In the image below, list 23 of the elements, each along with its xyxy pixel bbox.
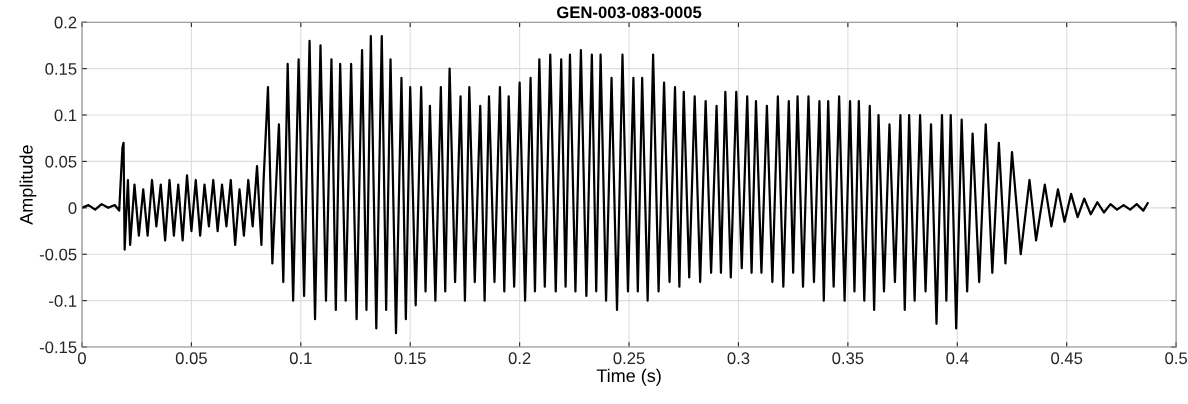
x-tick-label: 0.2 — [508, 352, 531, 365]
y-tick-label: 0.15 — [45, 63, 77, 75]
x-axis-title: Time (s) — [596, 368, 661, 386]
y-tick-label: 0 — [68, 202, 77, 215]
y-axis-title: Amplitude — [19, 145, 37, 225]
x-tick-label: 0.5 — [1165, 352, 1188, 365]
x-tick-label: 0.05 — [175, 352, 207, 365]
y-tick-label: 0.1 — [54, 109, 77, 122]
line-series — [81, 35, 1149, 335]
x-tick-label: 0.45 — [1051, 352, 1083, 365]
y-tick-label: -0.1 — [49, 295, 77, 307]
x-tick-label: 0.3 — [727, 352, 750, 365]
y-tick-label: -0.05 — [39, 248, 77, 261]
x-tick-label: 0.4 — [946, 352, 969, 365]
x-tick-label: 0.1 — [289, 352, 312, 365]
x-tick-label: 0 — [77, 352, 86, 365]
x-tick-label: 0.35 — [832, 352, 864, 365]
x-tick-label: 0.25 — [613, 352, 645, 365]
y-tick-label: 0.05 — [45, 155, 77, 168]
y-tick-label: -0.15 — [39, 341, 77, 354]
chart-title: GEN-003-083-0005 — [557, 6, 702, 19]
x-tick-label: 0.15 — [394, 352, 426, 365]
y-tick-label: 0.2 — [54, 16, 77, 29]
